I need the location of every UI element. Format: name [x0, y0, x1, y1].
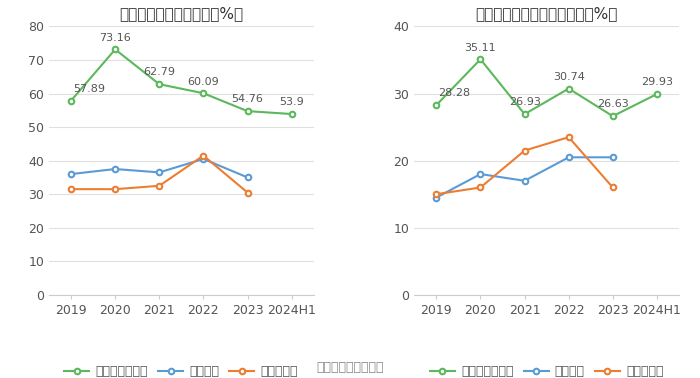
Line: 有息资产负债率: 有息资产负债率 — [433, 56, 659, 119]
行业均值 — [476, 172, 484, 176]
行业中位数 — [244, 190, 252, 195]
Text: 30.74: 30.74 — [553, 72, 584, 82]
有息资产负债率 — [564, 86, 573, 91]
行业均值 — [155, 170, 164, 175]
Line: 行业中位数: 行业中位数 — [433, 135, 615, 197]
行业均值 — [199, 157, 208, 161]
行业中位数 — [608, 185, 617, 190]
行业均值 — [67, 172, 76, 176]
Line: 行业中位数: 行业中位数 — [69, 153, 251, 195]
Text: 73.16: 73.16 — [99, 33, 131, 43]
Text: 数据来源：恒生聚源: 数据来源：恒生聚源 — [316, 361, 384, 374]
Text: 62.79: 62.79 — [144, 68, 175, 77]
公司资产负债率 — [67, 98, 76, 103]
Text: 28.28: 28.28 — [439, 88, 470, 98]
Text: 60.09: 60.09 — [188, 76, 219, 87]
Text: 26.93: 26.93 — [509, 98, 540, 107]
行业中位数 — [155, 184, 164, 188]
Line: 行业均值: 行业均值 — [69, 156, 251, 180]
行业中位数 — [67, 187, 76, 191]
Legend: 有息资产负债率, 行业均值, 行业中位数: 有息资产负债率, 行业均值, 行业中位数 — [425, 360, 668, 378]
有息资产负债率 — [520, 112, 528, 116]
Legend: 公司资产负债率, 行业均值, 行业中位数: 公司资产负债率, 行业均值, 行业中位数 — [60, 360, 303, 378]
行业均值 — [244, 175, 252, 180]
公司资产负债率 — [244, 109, 252, 113]
行业中位数 — [199, 153, 208, 158]
公司资产负债率 — [288, 112, 296, 116]
Text: 53.9: 53.9 — [279, 97, 304, 107]
公司资产负债率 — [199, 91, 208, 96]
有息资产负债率 — [652, 92, 661, 96]
Title: 近年来资产负债率情况（%）: 近年来资产负债率情况（%） — [119, 6, 244, 21]
Line: 公司资产负债率: 公司资产负债率 — [69, 46, 295, 117]
行业中位数 — [432, 192, 440, 197]
Text: 57.89: 57.89 — [74, 84, 105, 94]
Text: 26.63: 26.63 — [597, 99, 629, 110]
公司资产负债率 — [111, 47, 120, 52]
行业均值 — [608, 155, 617, 160]
行业中位数 — [564, 135, 573, 139]
行业中位数 — [476, 185, 484, 190]
公司资产负债率 — [155, 82, 164, 87]
行业中位数 — [111, 187, 120, 191]
有息资产负债率 — [476, 57, 484, 62]
有息资产负债率 — [432, 103, 440, 107]
Text: 54.76: 54.76 — [232, 94, 263, 104]
行业均值 — [520, 178, 528, 183]
Text: 35.11: 35.11 — [465, 43, 496, 53]
Line: 行业均值: 行业均值 — [433, 155, 615, 200]
行业均值 — [111, 167, 120, 171]
行业均值 — [432, 195, 440, 200]
Text: 29.93: 29.93 — [641, 77, 673, 87]
Title: 近年来有息资产负债率情况（%）: 近年来有息资产负债率情况（%） — [475, 6, 618, 21]
行业中位数 — [520, 148, 528, 153]
行业均值 — [564, 155, 573, 160]
有息资产负债率 — [608, 114, 617, 118]
